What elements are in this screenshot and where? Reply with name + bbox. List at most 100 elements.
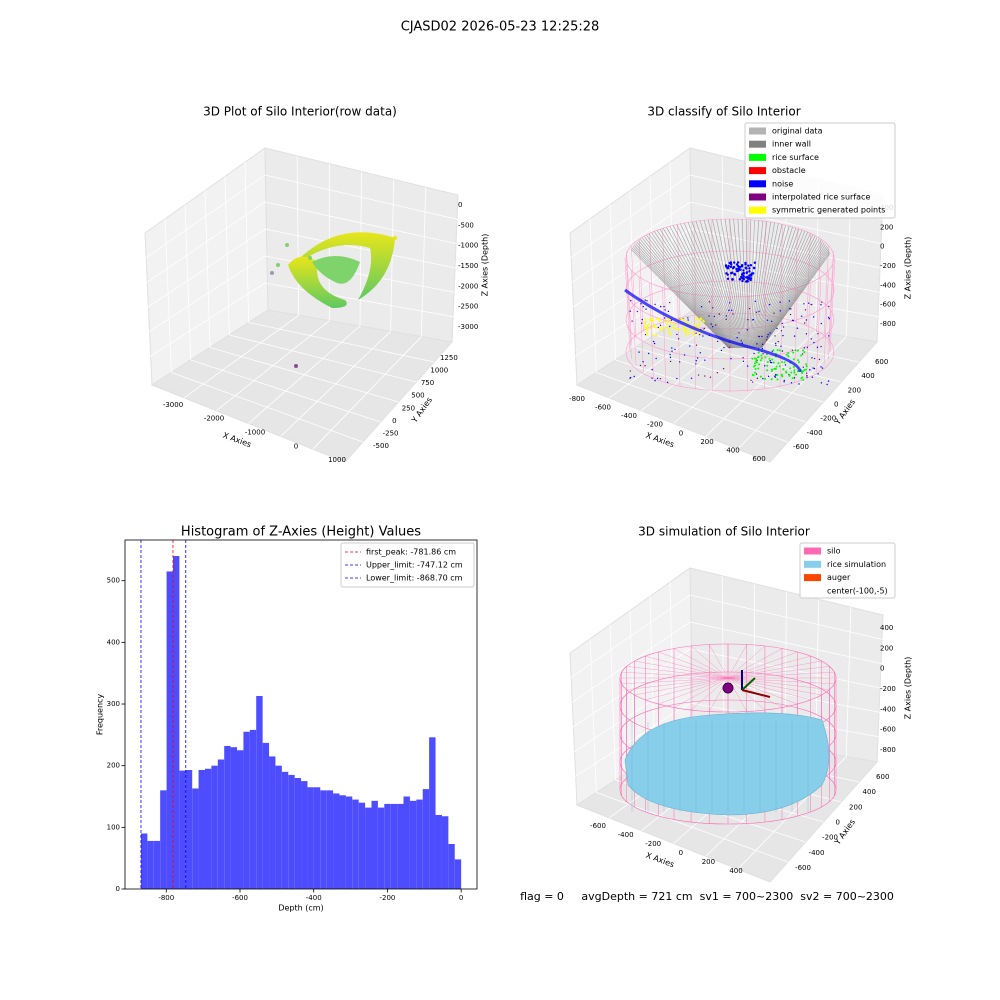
silo-wire [727,671,835,679]
symmetric-point [667,320,670,323]
x-tick-label: 400 [729,867,742,875]
bar [429,737,436,889]
x-tick-label: 600 [752,455,765,463]
noise-point [725,272,728,275]
z-tick-label: -600 [880,301,896,309]
bar [269,756,276,889]
bar [172,556,180,889]
noise-point [769,332,771,334]
noise-point [764,365,766,367]
noise-point [660,305,662,308]
y-tick-label: 600 [876,773,889,781]
pane-grid [144,174,266,259]
legend-label: noise [772,179,793,188]
y-tick-label: 200 [848,386,861,394]
wall-points [639,238,731,349]
legend-label: obstacle [772,166,806,175]
wall-points [669,226,736,349]
y-tick-label: 400 [107,638,120,646]
noise-point [827,380,830,382]
noise-point [725,315,728,317]
noise-point [638,351,640,353]
legend-label: interpolated rice surface [772,193,870,202]
symmetric-point [693,334,696,337]
noise-point [698,333,701,336]
noise-point [748,267,751,270]
legend-label: first_peak: -781.86 cm [366,548,456,557]
noise-point [728,302,731,304]
rice-surface [624,712,830,816]
wall-points [756,228,800,349]
wall-points [653,231,733,349]
symmetric-point [646,329,649,332]
noise-point [663,317,666,319]
symmetric-point [645,333,648,336]
legend-label: Lower_limit: -868.70 cm [366,574,463,583]
noise-point [780,330,783,332]
noise-point [813,341,815,344]
noise-point [811,376,814,378]
noise-point [746,365,749,367]
noise-point [790,382,793,384]
noise-point [791,319,794,322]
pane-grid [689,675,884,714]
rice-point [792,351,795,354]
symmetric-point [644,326,647,329]
noise-point [629,370,632,372]
legend-swatch [749,167,766,175]
noise-point [813,367,816,370]
noise-point [695,363,697,365]
noise-point [783,379,785,382]
rice-point [781,374,784,377]
noise-point [736,336,738,339]
noise-point [796,327,799,329]
noise-point [669,353,671,356]
noise-point [805,333,808,335]
x-tick-label: -200 [379,894,395,902]
wall-points [646,234,732,349]
y-tick-label: 1250 [440,354,458,362]
z-tick-label: -600 [880,726,896,734]
symmetric-point [653,325,656,328]
silo-wire [649,233,654,327]
noise-point [779,310,781,312]
noise-point [654,303,656,306]
y-tick-label: -600 [795,864,811,872]
noise-point [642,361,644,363]
noise-point [788,308,791,310]
noise-point [767,333,769,336]
noise-point [731,278,734,281]
z-tick-label: -1500 [458,262,478,270]
wall-points [699,220,741,349]
noise-point [775,374,777,376]
noise-point [644,299,646,301]
symmetric-point [648,323,651,326]
y-tick-label: 750 [421,379,434,387]
bar [365,807,372,889]
noise-point [656,377,659,380]
silo-wire [626,666,729,679]
plot-title: 3D simulation of Silo Interior [638,525,810,539]
rice-point [757,355,760,358]
silo-wire [645,677,729,700]
noise-point [821,301,823,303]
outlier-point [276,263,280,267]
x-tick-label: -3000 [163,401,183,409]
noise-point [740,265,744,268]
rice-point [757,367,760,370]
y-tick-label: -200 [822,834,838,842]
bar [230,747,238,889]
symmetric-point [684,328,687,331]
y-tick-label: -500 [373,442,389,450]
noise-point [642,306,644,308]
silo-wire [634,677,729,696]
z-tick-label: -200 [880,685,896,693]
y-tick-label: 250 [402,404,415,412]
noise-point [657,326,660,329]
noise-point [811,357,813,359]
noise-point [727,264,730,268]
noise-point [654,379,656,382]
symmetric-point [655,326,658,329]
rice-point [805,365,808,368]
bar [224,745,231,889]
